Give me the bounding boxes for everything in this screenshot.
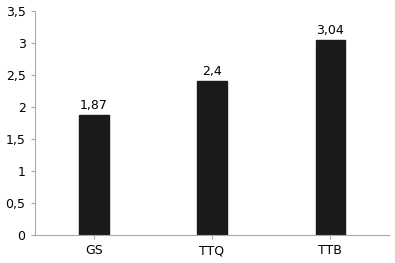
Bar: [316, 40, 345, 235]
Bar: [197, 81, 227, 235]
Text: 1,87: 1,87: [80, 99, 108, 112]
Bar: [79, 115, 109, 235]
Text: 3,04: 3,04: [316, 24, 344, 37]
Text: 2,4: 2,4: [202, 65, 222, 78]
